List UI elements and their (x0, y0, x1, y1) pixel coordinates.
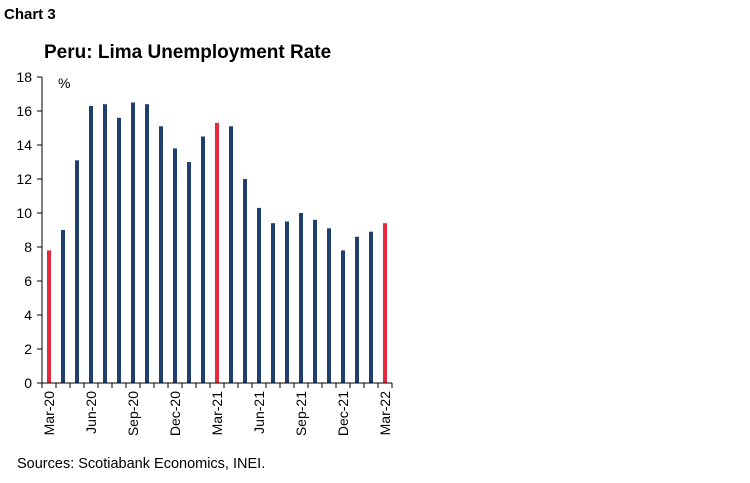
source-note: Sources: Scotiabank Economics, INEI. (17, 456, 266, 472)
bar-mar-21 (215, 122, 219, 384)
bar-feb-21 (201, 136, 205, 383)
y-tick-label: 2 (24, 341, 32, 357)
x-axis-ticks: Mar-20 Jun-20 Sep-20 Dec-20 Mar-21 Jun-21 Sep-… (41, 383, 393, 436)
bar-feb-22 (369, 231, 373, 383)
bar-nov-21 (327, 228, 331, 383)
x-tick-label: Dec-21 (335, 391, 351, 436)
y-axis-ticks: 0 2 4 6 8 10 12 14 16 18 (16, 69, 42, 391)
x-tick-label: Mar-20 (41, 391, 57, 436)
bar-jan-21 (187, 162, 191, 383)
bar-may-21 (243, 179, 247, 383)
y-tick-label: 14 (16, 137, 32, 153)
y-tick-label: 16 (16, 103, 32, 119)
bar-jul-20 (103, 104, 107, 383)
chart-title: Peru: Lima Unemployment Rate (44, 42, 332, 63)
x-tick-label: Mar-21 (209, 391, 225, 436)
bar-oct-20 (145, 104, 149, 383)
bar-oct-21 (313, 219, 317, 383)
y-tick-label: 4 (24, 307, 32, 323)
bar-dec-20 (173, 148, 177, 383)
bar-mar-20 (47, 250, 51, 383)
y-tick-label: 6 (24, 273, 32, 289)
x-tick-label: Dec-20 (167, 391, 183, 436)
bar-sep-21 (299, 213, 303, 383)
y-tick-label: 18 (16, 69, 32, 85)
bar-jun-20 (89, 105, 93, 384)
bar-may-20 (75, 160, 79, 383)
x-tick-label: Jun-21 (251, 391, 267, 434)
y-tick-label: 0 (24, 375, 32, 391)
bar-dec-21 (341, 250, 345, 383)
chart-label: Chart 3 (4, 6, 56, 23)
bar-apr-21 (229, 126, 233, 384)
bar-jun-21 (257, 207, 261, 383)
bars (47, 102, 387, 384)
y-axis-unit-label: % (58, 75, 70, 91)
bar-mar-22 (383, 223, 387, 383)
bar-apr-20 (61, 230, 65, 383)
bar-aug-21 (285, 221, 289, 383)
x-tick-label: Sep-20 (125, 391, 141, 436)
bar-jul-21 (271, 223, 275, 383)
x-tick-label: Jun-20 (83, 391, 99, 434)
x-tick-label: Mar-22 (377, 391, 393, 436)
bar-jan-22 (355, 236, 359, 383)
bar-sep-20 (131, 102, 135, 383)
bar-aug-20 (117, 117, 121, 384)
x-tick-label: Sep-21 (293, 391, 309, 436)
axes (41, 77, 392, 384)
bar-nov-20 (159, 126, 163, 384)
y-tick-label: 10 (16, 205, 32, 221)
y-tick-label: 8 (24, 239, 32, 255)
y-tick-label: 12 (16, 171, 32, 187)
